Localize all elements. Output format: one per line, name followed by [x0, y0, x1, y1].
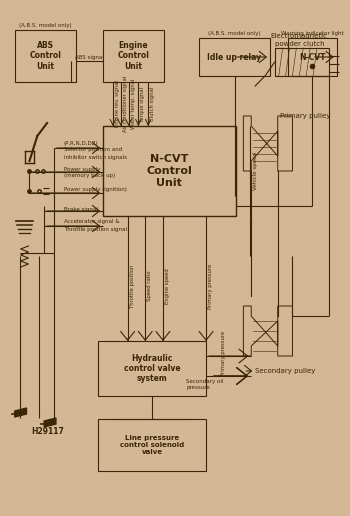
- Text: Accelerator signal &: Accelerator signal &: [64, 219, 119, 224]
- Bar: [98, 419, 206, 471]
- Text: N-CVT
Control
Unit: N-CVT Control Unit: [146, 154, 192, 188]
- Text: Torque signal: Torque signal: [140, 87, 145, 121]
- Bar: [199, 38, 270, 76]
- Text: N-CVT: N-CVT: [299, 53, 326, 61]
- Text: Hydraulic
control valve
system: Hydraulic control valve system: [124, 353, 181, 383]
- Text: Line pressure
control solenoid
valve: Line pressure control solenoid valve: [120, 435, 184, 455]
- Text: (A.B.S. model only): (A.B.S. model only): [19, 23, 71, 27]
- Text: pressure: pressure: [187, 385, 210, 391]
- Text: Electromagnetic: Electromagnetic: [271, 33, 328, 39]
- Text: (P,R,N,D,D2): (P,R,N,D,D2): [64, 140, 98, 146]
- Text: Throttle position signal: Throttle position signal: [64, 227, 127, 232]
- Text: Speed ratio: Speed ratio: [147, 271, 152, 301]
- Text: Vehicle speed: Vehicle speed: [253, 152, 258, 190]
- Text: powder clutch: powder clutch: [274, 41, 324, 47]
- Text: Air conditioner signal: Air conditioner signal: [122, 76, 128, 132]
- Text: Secondary pulley: Secondary pulley: [255, 368, 316, 374]
- Bar: [103, 126, 236, 216]
- Text: Warning indicator light: Warning indicator light: [281, 30, 343, 36]
- Text: Idle up relay: Idle up relay: [208, 53, 261, 61]
- Text: Primary pressure: Primary pressure: [221, 330, 226, 376]
- Text: Engine
Control
Unit: Engine Control Unit: [118, 41, 149, 71]
- Bar: [288, 38, 337, 76]
- Text: Throttle position: Throttle position: [130, 264, 134, 308]
- Text: Power supply (ignition): Power supply (ignition): [64, 186, 127, 191]
- Text: Engine speed: Engine speed: [165, 268, 170, 304]
- Text: (A.B.S. model only): (A.B.S. model only): [208, 30, 261, 36]
- Bar: [103, 30, 164, 82]
- Polygon shape: [44, 418, 56, 427]
- Text: Engine rev. signal: Engine rev. signal: [115, 80, 120, 127]
- Text: Primary pressure: Primary pressure: [208, 263, 213, 309]
- Text: Water temp. signal: Water temp. signal: [131, 79, 135, 129]
- Text: ABS signal: ABS signal: [75, 55, 104, 59]
- Text: (memory back up): (memory back up): [64, 173, 115, 179]
- Text: ABS
Control
Unit: ABS Control Unit: [29, 41, 61, 71]
- Text: Clutch signal: Clutch signal: [150, 87, 155, 121]
- Text: Brake signal: Brake signal: [64, 206, 98, 212]
- Bar: [275, 48, 329, 76]
- Polygon shape: [15, 408, 27, 417]
- Text: Power supply: Power supply: [64, 167, 100, 171]
- Bar: [15, 30, 76, 82]
- Text: Selector position and: Selector position and: [64, 148, 122, 153]
- Text: Secondary oil: Secondary oil: [187, 379, 224, 383]
- Bar: [98, 341, 206, 396]
- Text: H29117: H29117: [32, 427, 64, 436]
- Text: inhibitor switch signals: inhibitor switch signals: [64, 154, 127, 159]
- Text: Primary pulley: Primary pulley: [280, 113, 330, 119]
